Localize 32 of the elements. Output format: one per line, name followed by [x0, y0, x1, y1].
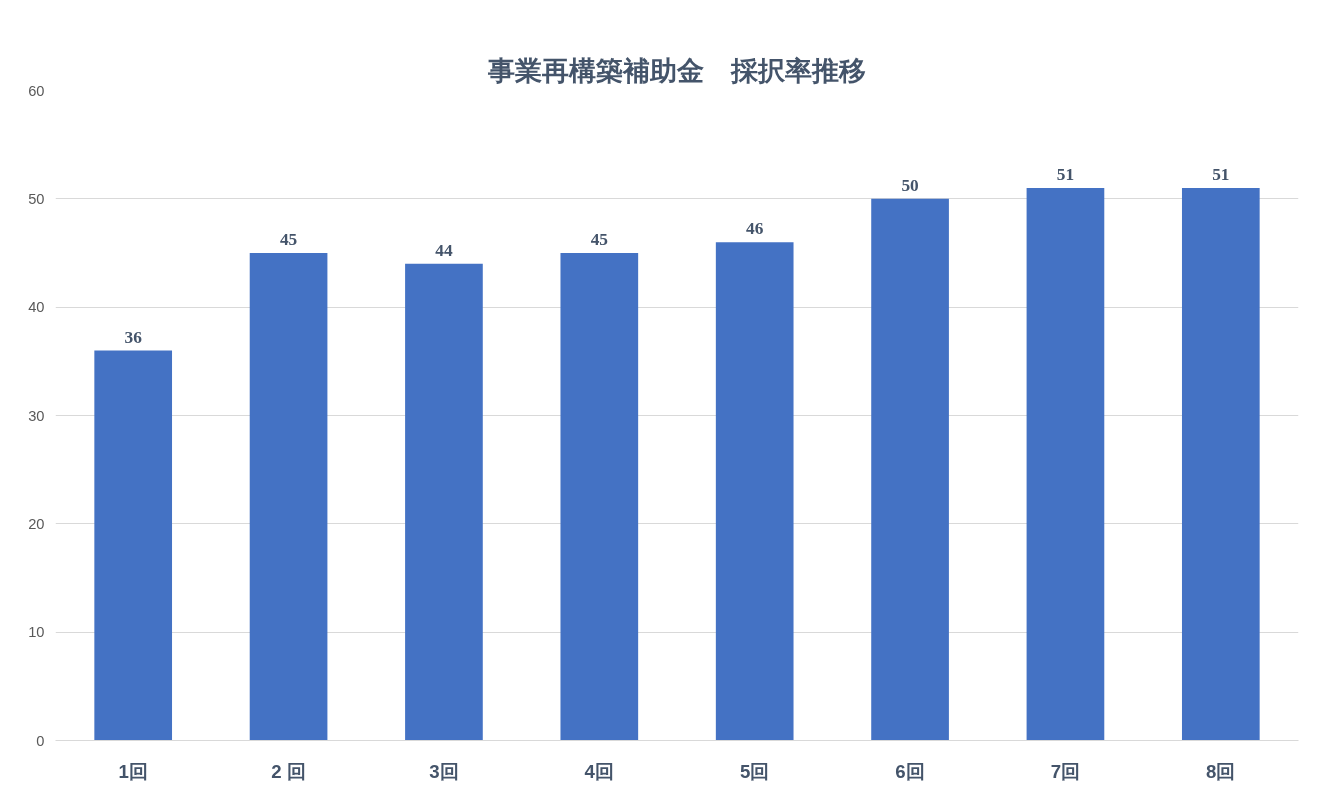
data-label: 50	[901, 175, 919, 195]
data-label: 36	[124, 327, 143, 347]
x-tick-label: 1回	[118, 760, 148, 782]
bar	[871, 198, 949, 741]
x-tick-label: 2 回	[271, 760, 306, 782]
bar	[560, 253, 639, 741]
bar	[1026, 188, 1105, 741]
data-label: 45	[279, 230, 298, 249]
chart-title: 事業再構築補助金 採択率推移	[487, 54, 866, 86]
x-tick-label: 8回	[1206, 760, 1236, 782]
x-tick-label: 5回	[740, 760, 770, 782]
bar	[405, 263, 483, 741]
data-label: 45	[590, 230, 609, 249]
data-label: 51	[1212, 165, 1230, 184]
data-label: 44	[435, 240, 453, 260]
y-tick-label: 10	[28, 624, 45, 641]
y-tick-label: 60	[28, 82, 45, 99]
x-tick-label: 7回	[1050, 760, 1081, 782]
y-tick-label: 50	[28, 190, 45, 207]
y-tick-label: 40	[28, 299, 45, 316]
y-tick-label: 30	[28, 407, 45, 424]
bar	[94, 350, 173, 741]
bar	[1181, 188, 1260, 741]
x-tick-label: 4回	[584, 760, 615, 782]
x-tick-label: 3回	[429, 760, 459, 782]
x-tick-label: 6回	[895, 760, 925, 782]
y-tick-label: 0	[36, 732, 45, 749]
bar	[249, 253, 328, 741]
bar	[715, 242, 794, 741]
data-label: 51	[1056, 165, 1075, 184]
y-tick-label: 20	[28, 515, 45, 532]
data-label: 46	[746, 219, 764, 239]
